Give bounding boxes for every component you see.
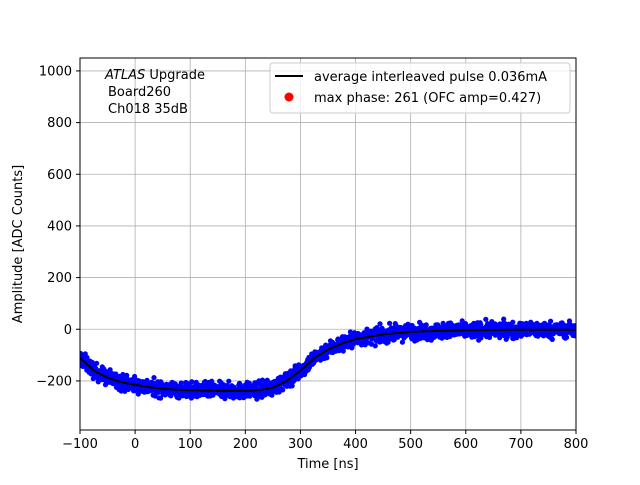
x-tick-label: 300: [288, 437, 313, 452]
scatter-point: [478, 322, 484, 328]
scatter-point: [189, 379, 195, 385]
scatter-point: [280, 387, 286, 393]
scatter-point: [549, 336, 555, 342]
scatter-point: [226, 378, 232, 384]
scatter-point: [151, 375, 157, 381]
x-tick-label: 600: [453, 437, 478, 452]
scatter-point: [502, 320, 508, 327]
x-tick-label: 400: [343, 437, 368, 452]
x-tick-label: 800: [564, 437, 589, 452]
scatter-point: [84, 354, 90, 361]
plot-frame: [79, 57, 577, 431]
scatter-point: [462, 321, 469, 327]
annotation-atlas: ATLAS: [104, 68, 145, 83]
scatter-point: [90, 376, 96, 382]
scatter-point: [269, 392, 275, 398]
average-pulse-line: [80, 328, 576, 392]
x-axis-ticks: −100 0 100 200 300 400 500 600 700 800: [62, 430, 588, 452]
y-tick-label: 0: [64, 323, 72, 338]
x-tick-label: 100: [178, 437, 203, 452]
scatter-point: [571, 324, 576, 330]
y-tick-label: 200: [47, 271, 72, 286]
scatter-point: [483, 316, 489, 322]
scatter-point: [259, 377, 266, 383]
annotation-line-3: Ch018 35dB: [108, 102, 188, 117]
scatter-point: [372, 343, 378, 349]
scatter-point: [510, 319, 516, 325]
atlas-annotation: ATLAS Upgrade Board260 Ch018 35dB: [104, 68, 205, 117]
legend-entry-average-pulse: average interleaved pulse 0.036mA: [314, 70, 547, 85]
scatter-point: [158, 395, 164, 401]
annotation-upgrade: Upgrade: [145, 68, 205, 83]
scatter-point: [385, 339, 391, 345]
annotation-line-1: ATLAS Upgrade: [104, 68, 205, 83]
y-tick-label: 400: [47, 219, 72, 234]
scatter-point: [264, 377, 270, 383]
legend: average interleaved pulse 0.036mA max ph…: [269, 62, 571, 114]
scatter-point: [135, 391, 141, 397]
legend-box: [269, 62, 571, 114]
scatter-point: [423, 322, 429, 328]
scatter-point: [548, 318, 554, 324]
scatter-point: [237, 381, 243, 387]
x-axis-label: Time [ns]: [296, 457, 358, 472]
x-tick-label: −100: [62, 437, 98, 452]
y-tick-label: 800: [47, 116, 72, 131]
average-pulse-series: [80, 328, 576, 392]
scatter-point: [564, 334, 570, 340]
x-tick-label: 700: [508, 437, 533, 452]
scatter-point: [504, 334, 510, 340]
annotation-line-2: Board260: [108, 85, 171, 100]
scatter-point: [501, 316, 507, 322]
y-tick-label: 600: [47, 168, 72, 183]
y-axis-ticks: −200 0 200 400 600 800 1000: [36, 64, 80, 389]
x-tick-label: 0: [131, 437, 139, 452]
scatter-point: [377, 321, 383, 327]
plot-area: [80, 316, 576, 402]
y-tick-label: 1000: [39, 64, 72, 79]
scatter-point: [324, 355, 330, 361]
scatter-point: [94, 360, 100, 366]
y-tick-label: −200: [36, 374, 72, 389]
x-tick-label: 200: [233, 437, 258, 452]
scatter-point: [399, 339, 405, 345]
x-tick-label: 500: [398, 437, 423, 452]
legend-entry-max-phase: max phase: 261 (OFC amp=0.427): [314, 91, 541, 106]
y-axis-label: Amplitude [ADC Counts]: [11, 165, 26, 323]
scatter-point: [387, 320, 393, 326]
scatter-point: [289, 383, 295, 389]
legend-marker-swatch: [284, 92, 294, 102]
